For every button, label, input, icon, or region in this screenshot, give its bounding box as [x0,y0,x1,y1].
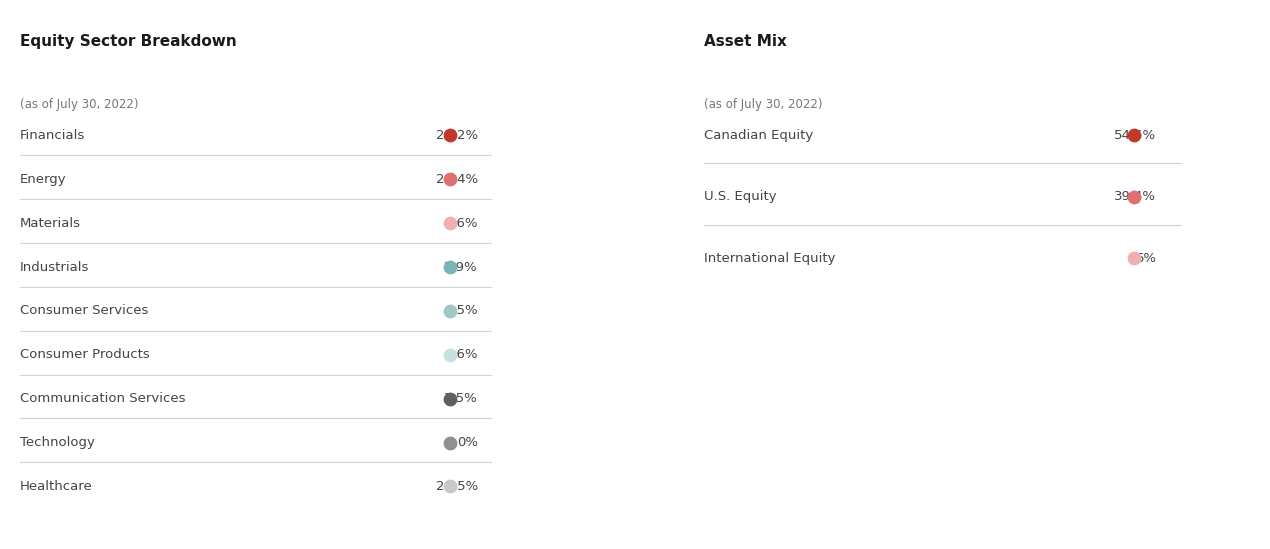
Text: 39.4%: 39.4% [1114,191,1156,204]
Text: Technology: Technology [19,436,94,449]
Point [1124,254,1144,263]
Text: Consumer Services: Consumer Services [19,304,147,317]
Point [441,482,461,491]
Text: International Equity: International Equity [704,252,836,265]
Text: 26.2%: 26.2% [436,129,478,142]
Text: 8.6%: 8.6% [444,217,478,229]
Text: 4.6%: 4.6% [444,348,478,361]
Point [441,438,461,447]
Text: 6%: 6% [1135,252,1156,265]
Text: 6.5%: 6.5% [444,304,478,317]
Text: Equity Sector Breakdown: Equity Sector Breakdown [19,33,236,49]
Point [1124,193,1144,201]
Text: U.S. Equity: U.S. Equity [704,191,777,204]
Text: Industrials: Industrials [19,261,89,273]
Text: Consumer Products: Consumer Products [19,348,150,361]
Text: (as of July 30, 2022): (as of July 30, 2022) [704,98,823,111]
Point [441,219,461,227]
Text: 54.5%: 54.5% [1114,129,1156,142]
Point [441,262,461,271]
Point [441,175,461,184]
Point [441,131,461,140]
Point [441,306,461,315]
Text: (as of July 30, 2022): (as of July 30, 2022) [19,98,138,111]
Text: 21.4%: 21.4% [436,173,478,186]
Text: Materials: Materials [19,217,80,229]
Text: 7.9%: 7.9% [444,261,478,273]
Text: 0%: 0% [457,436,478,449]
Text: Healthcare: Healthcare [19,480,93,493]
Text: Financials: Financials [19,129,85,142]
Point [1124,131,1144,140]
Point [441,394,461,403]
Text: Communication Services: Communication Services [19,392,185,405]
Text: 3.5%: 3.5% [444,392,478,405]
Point [441,350,461,359]
Text: Energy: Energy [19,173,66,186]
Text: Asset Mix: Asset Mix [704,33,787,49]
Text: 21.5%: 21.5% [436,480,478,493]
Text: Canadian Equity: Canadian Equity [704,129,813,142]
